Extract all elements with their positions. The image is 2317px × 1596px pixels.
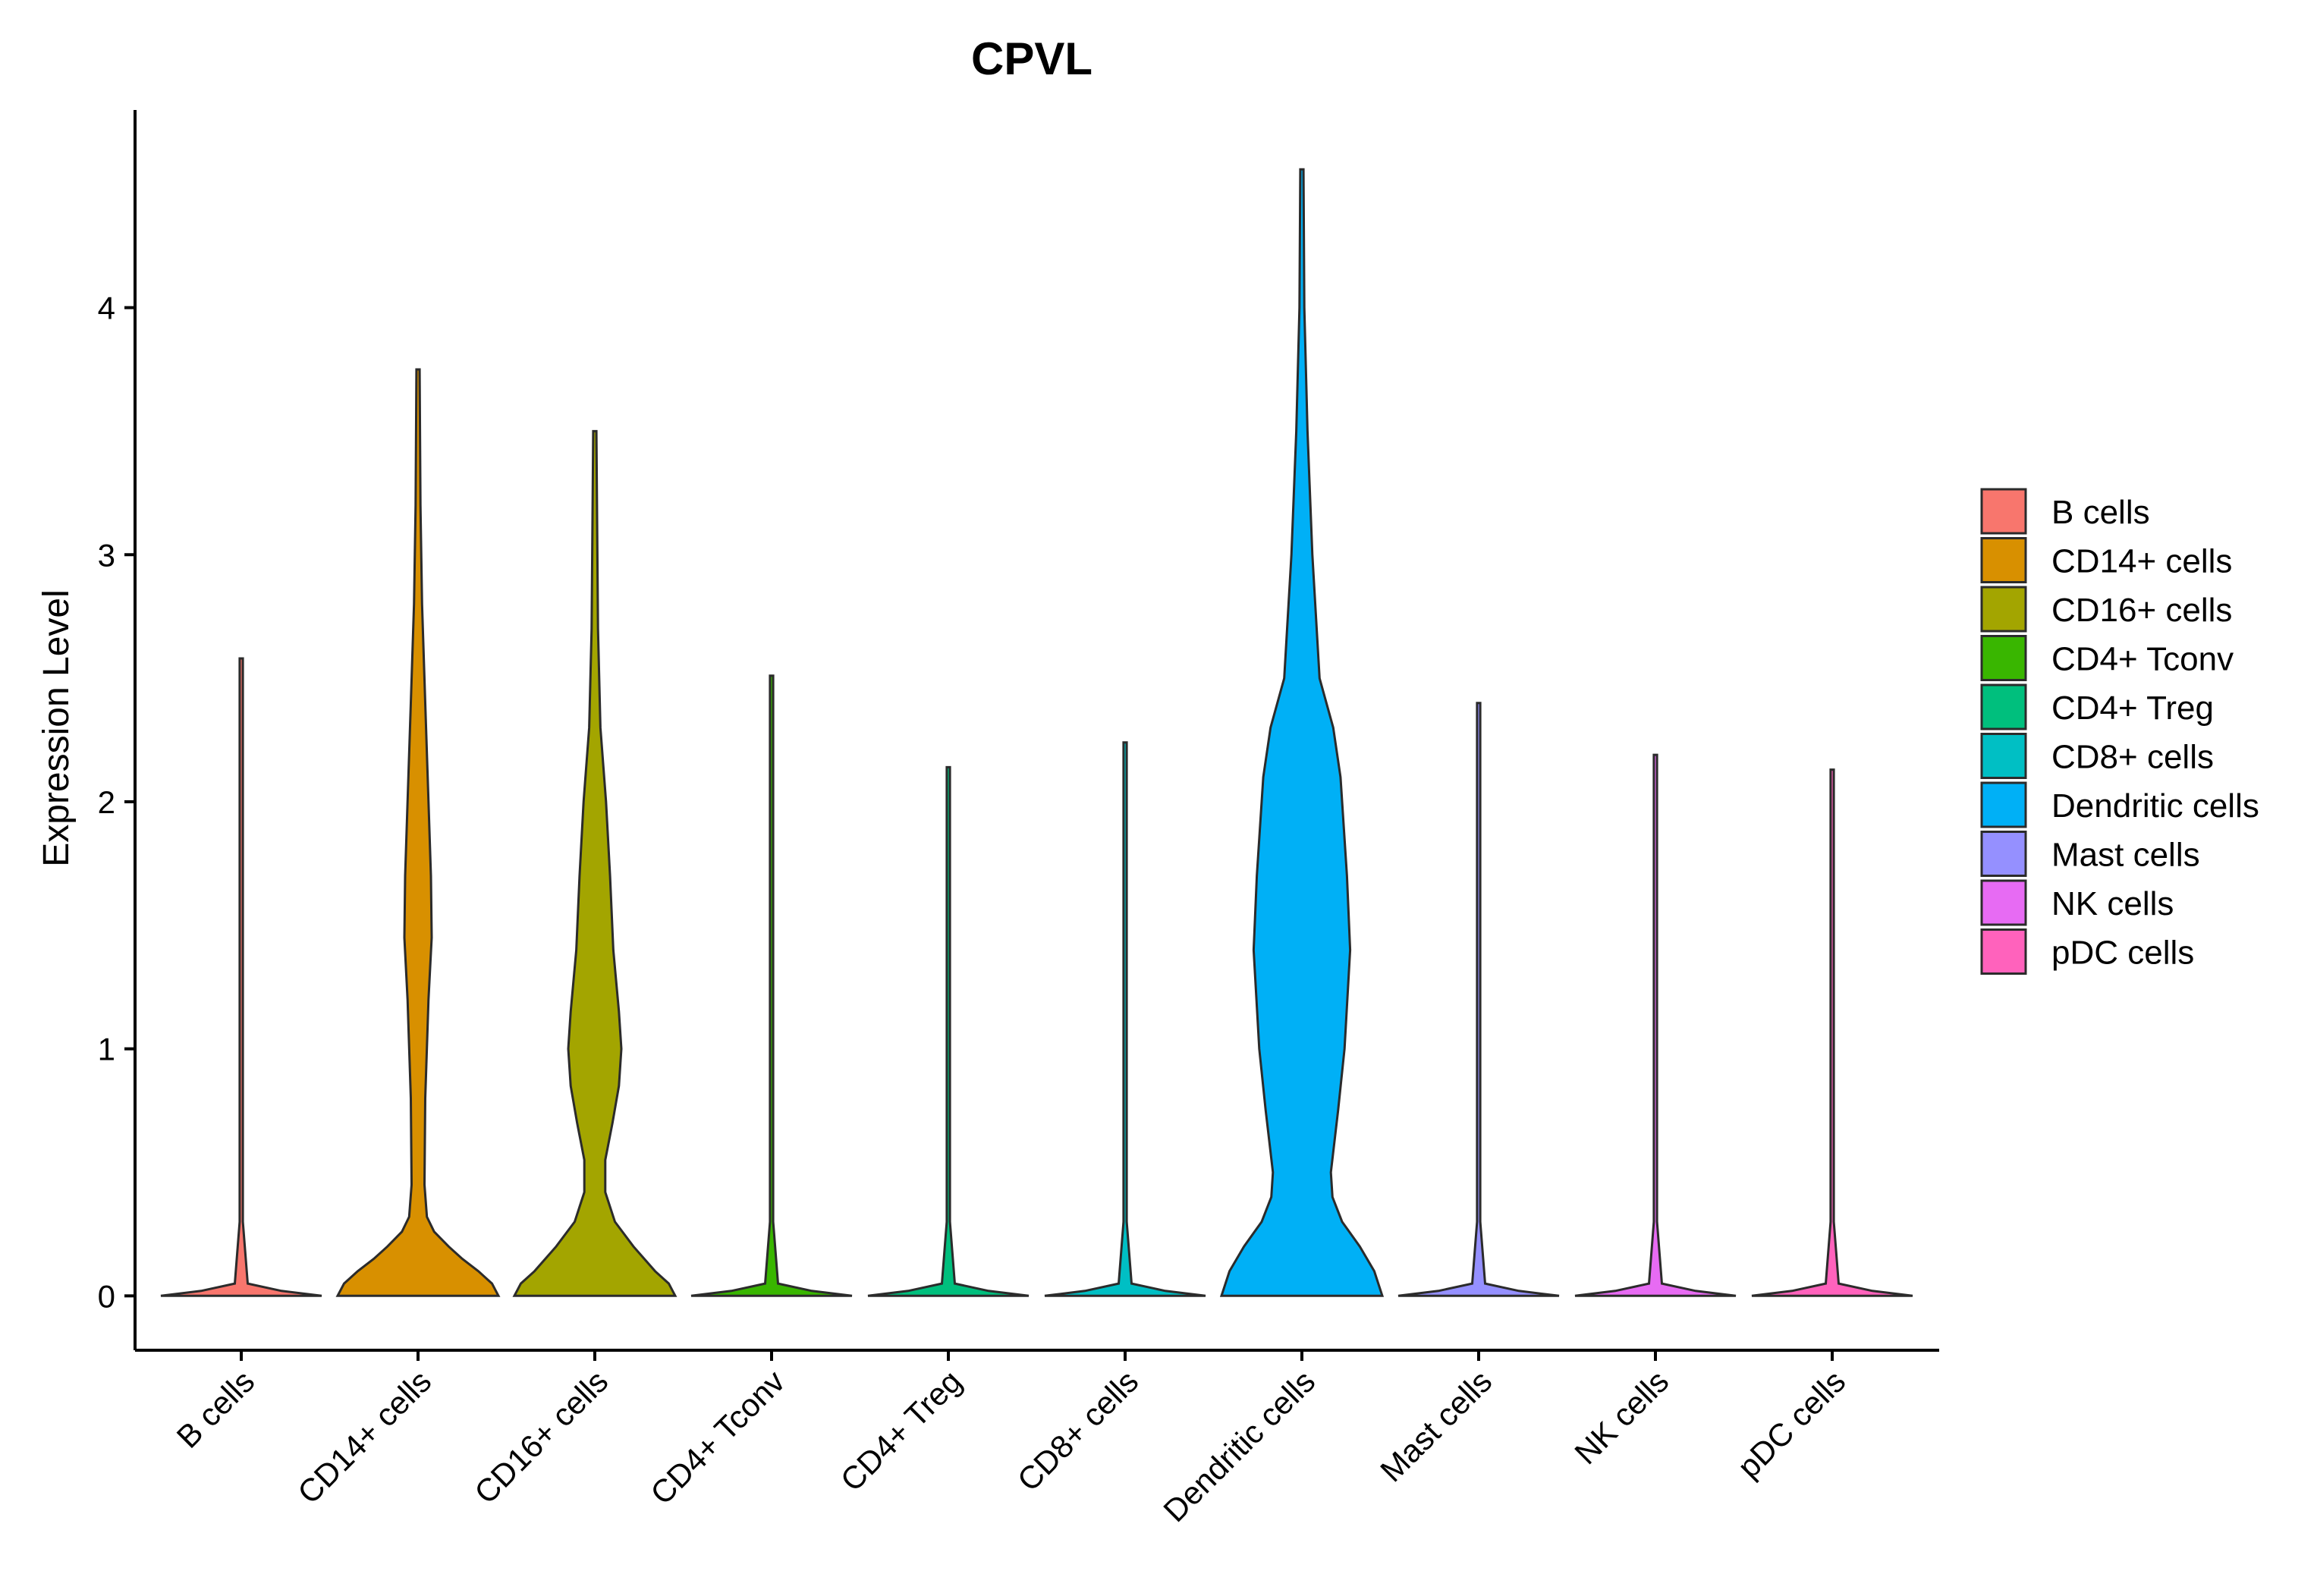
- legend-swatch: [1980, 586, 2027, 633]
- legend-label: CD14+ cells: [2051, 543, 2232, 580]
- plot-area: [160, 168, 1913, 1297]
- chart-title: CPVL: [971, 33, 1092, 84]
- violin-cd4-tconv: [690, 674, 853, 1297]
- violin-cd8-cells: [1044, 741, 1206, 1297]
- y-axis: 0 1 2 3 4: [98, 110, 137, 1350]
- legend-label: CD16+ cells: [2051, 592, 2232, 629]
- legend-label: Dendritic cells: [2051, 787, 2259, 825]
- violin-mast-cells: [1397, 702, 1560, 1297]
- legend-label: NK cells: [2051, 885, 2174, 922]
- x-tick-label: CD16+ cells: [467, 1363, 615, 1510]
- y-axis-label: Expression Level: [36, 589, 77, 867]
- x-tick-label: Mast cells: [1373, 1363, 1498, 1488]
- x-tick-label: CD14+ cells: [291, 1363, 438, 1510]
- legend: B cells CD14+ cells CD16+ cells CD4+ Tconv C…: [1980, 488, 2259, 975]
- legend-swatch: [1980, 683, 2027, 730]
- legend-swatch: [1980, 733, 2027, 779]
- legend-label: B cells: [2051, 494, 2150, 531]
- legend-swatch: [1980, 928, 2027, 975]
- legend-swatch: [1980, 488, 2027, 535]
- x-tick-label: CD8+ cells: [1011, 1363, 1146, 1498]
- legend-label: CD4+ Tconv: [2051, 641, 2234, 678]
- y-tick-label: 2: [98, 784, 115, 820]
- legend-label: pDC cells: [2051, 935, 2194, 972]
- legend-swatch: [1980, 635, 2027, 681]
- legend-swatch: [1980, 879, 2027, 926]
- x-tick-label: Dendritic cells: [1156, 1363, 1322, 1528]
- legend-swatch: [1980, 781, 2027, 828]
- violin-cd4-treg: [867, 765, 1030, 1297]
- x-tick-label: CD4+ Tconv: [643, 1363, 791, 1511]
- x-tick-label: CD4+ Treg: [834, 1363, 969, 1498]
- legend-swatch: [1980, 537, 2027, 583]
- legend-swatch: [1980, 831, 2027, 877]
- violin-nk-cells: [1574, 753, 1737, 1297]
- x-tick-label: NK cells: [1567, 1363, 1675, 1471]
- violin-dendritic-cells: [1219, 168, 1385, 1297]
- violin-pdc-cells: [1751, 768, 1913, 1297]
- legend-label: CD8+ cells: [2051, 739, 2214, 776]
- violin-cd16-cells: [512, 429, 677, 1297]
- violin-b-cells: [160, 657, 322, 1297]
- y-tick-label: 0: [98, 1278, 115, 1314]
- y-tick-label: 4: [98, 291, 115, 326]
- y-tick-label: 3: [98, 537, 115, 573]
- x-tick-label: B cells: [170, 1363, 262, 1455]
- y-tick-label: 1: [98, 1032, 115, 1067]
- legend-label: Mast cells: [2051, 837, 2200, 874]
- legend-label: CD4+ Treg: [2051, 690, 2214, 727]
- violin-cd14-cells: [335, 368, 501, 1297]
- x-axis: B cells CD14+ cells CD16+ cells CD4+ Tconv C…: [135, 1349, 1939, 1528]
- x-tick-label: pDC cells: [1731, 1363, 1852, 1484]
